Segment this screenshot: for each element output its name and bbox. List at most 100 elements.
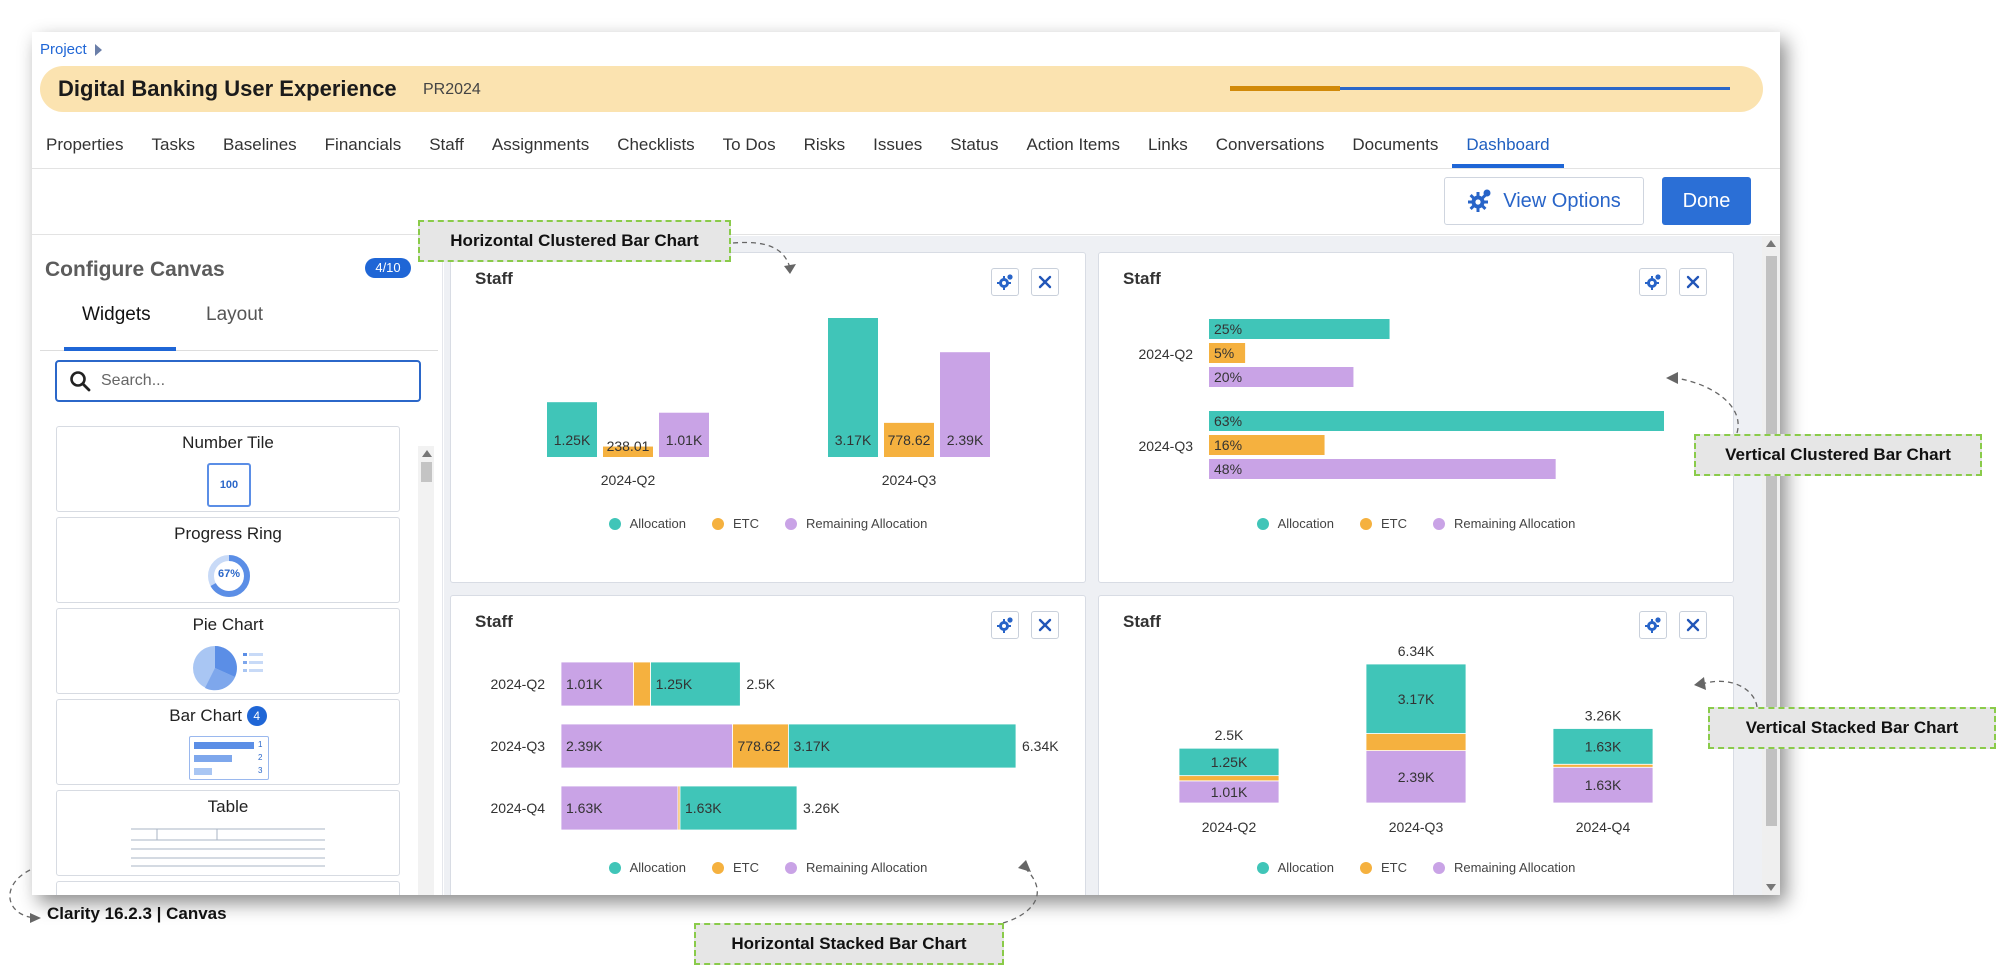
- tab-widgets[interactable]: Widgets: [82, 304, 151, 325]
- widget-progress-ring[interactable]: Progress Ring 67%: [56, 517, 400, 603]
- data-label: 3.17K: [793, 738, 830, 754]
- y-tick-label: 2024-Q2: [491, 676, 546, 692]
- bar-segment[interactable]: [650, 661, 741, 707]
- y-tick-label: 2024-Q2: [1139, 346, 1194, 362]
- x-tick-label: 2024-Q3: [882, 472, 937, 488]
- tab-to-dos[interactable]: To Dos: [722, 135, 776, 154]
- tab-baselines[interactable]: Baselines: [222, 135, 297, 154]
- tab-tasks[interactable]: Tasks: [151, 135, 195, 154]
- done-button[interactable]: Done: [1662, 177, 1751, 225]
- breadcrumb-arrow-icon[interactable]: [94, 43, 102, 56]
- tab-properties[interactable]: Properties: [46, 135, 124, 154]
- bar[interactable]: [603, 446, 653, 457]
- widget-close-button[interactable]: [1031, 611, 1059, 639]
- legend-item[interactable]: Remaining Allocation: [1432, 860, 1575, 875]
- bar-segment[interactable]: [1552, 766, 1654, 804]
- widget-card-horizontal-clustered: Staff 25% 5% 20% 2024-Q2 63% 16% 48% 2024-Q3 Allo…: [1098, 252, 1734, 583]
- widget-list-scrollbar[interactable]: [418, 446, 434, 895]
- arrowhead-icon: [30, 913, 41, 923]
- bar[interactable]: [1209, 435, 1325, 455]
- widget-settings-button[interactable]: [1639, 268, 1667, 296]
- widget-pie-chart[interactable]: Pie Chart: [56, 608, 400, 694]
- bar[interactable]: [828, 318, 878, 457]
- widget-number-tile[interactable]: Number Tile 100: [56, 426, 400, 512]
- bar[interactable]: [547, 402, 597, 457]
- data-label: 25%: [1214, 321, 1242, 337]
- bar-segment[interactable]: [633, 661, 651, 707]
- gear-icon: [1468, 189, 1491, 212]
- bar[interactable]: [1209, 411, 1664, 431]
- pie-chart-preview-icon: [193, 646, 263, 691]
- legend-item[interactable]: Remaining Allocation: [1432, 516, 1575, 531]
- bar[interactable]: [1209, 459, 1556, 479]
- bar-segment[interactable]: [1365, 750, 1467, 804]
- bar-segment[interactable]: [1552, 763, 1654, 768]
- widget-bar-chart[interactable]: Bar Chart 4 1 2 3: [56, 699, 400, 785]
- breadcrumb-project-link[interactable]: Project: [40, 41, 87, 58]
- bar-segment[interactable]: [560, 785, 679, 831]
- legend-label: Allocation: [1277, 516, 1334, 531]
- view-options-button[interactable]: View Options: [1444, 177, 1644, 225]
- widget-settings-button[interactable]: [991, 268, 1019, 296]
- legend-item[interactable]: Remaining Allocation: [784, 516, 927, 531]
- widget-table[interactable]: Table: [56, 790, 400, 876]
- canvas-scrollbar[interactable]: [1762, 236, 1780, 895]
- bar-segment[interactable]: [679, 785, 798, 831]
- tab-links[interactable]: Links: [1148, 135, 1188, 154]
- legend-item[interactable]: ETC: [1359, 860, 1407, 875]
- bar[interactable]: [659, 412, 709, 457]
- widget-next[interactable]: [56, 881, 400, 895]
- widget-close-button[interactable]: [1679, 611, 1707, 639]
- data-label: 63%: [1214, 413, 1242, 429]
- bar-segment[interactable]: [1178, 775, 1280, 782]
- tab-action-items[interactable]: Action Items: [1026, 135, 1121, 154]
- bar[interactable]: [1209, 367, 1354, 387]
- legend-item[interactable]: ETC: [711, 860, 759, 875]
- scroll-down-icon[interactable]: [1766, 884, 1776, 891]
- bar-segment[interactable]: [732, 723, 789, 769]
- legend-item[interactable]: ETC: [711, 516, 759, 531]
- legend-item[interactable]: ETC: [1359, 516, 1407, 531]
- bar-segment[interactable]: [1365, 663, 1467, 734]
- legend-item[interactable]: Allocation: [1256, 516, 1334, 531]
- tab-layout[interactable]: Layout: [206, 304, 264, 325]
- bar-segment[interactable]: [560, 723, 733, 769]
- legend-swatch: [711, 517, 724, 530]
- tab-documents[interactable]: Documents: [1352, 135, 1439, 154]
- scroll-up-icon[interactable]: [1766, 240, 1776, 247]
- bar-segment[interactable]: [560, 661, 634, 707]
- bar[interactable]: [940, 352, 990, 457]
- legend-item[interactable]: Allocation: [1256, 860, 1334, 875]
- widget-close-button[interactable]: [1679, 268, 1707, 296]
- bar[interactable]: [884, 422, 934, 457]
- scroll-up-icon[interactable]: [422, 450, 432, 457]
- widget-close-button[interactable]: [1031, 268, 1059, 296]
- legend-item[interactable]: Allocation: [608, 860, 686, 875]
- tab-status[interactable]: Status: [950, 135, 999, 154]
- search-input[interactable]: [101, 372, 401, 390]
- tab-dashboard[interactable]: Dashboard: [1452, 132, 1564, 168]
- legend-item[interactable]: Remaining Allocation: [784, 860, 927, 875]
- bar-segment[interactable]: [1365, 733, 1467, 751]
- bar-segment[interactable]: [1552, 728, 1654, 765]
- tab-assignments[interactable]: Assignments: [491, 135, 590, 154]
- tab-risks[interactable]: Risks: [803, 135, 846, 154]
- widget-label: Bar Chart 4: [56, 706, 389, 726]
- bar-segment[interactable]: [788, 723, 1017, 769]
- widget-settings-button[interactable]: [991, 611, 1019, 639]
- legend-item[interactable]: Allocation: [608, 516, 686, 531]
- widget-settings-button[interactable]: [1639, 611, 1667, 639]
- y-tick-label: 2024-Q3: [1139, 438, 1194, 454]
- tab-financials[interactable]: Financials: [324, 135, 402, 154]
- tab-conversations[interactable]: Conversations: [1215, 135, 1325, 154]
- scroll-thumb[interactable]: [421, 462, 432, 482]
- tab-staff[interactable]: Staff: [429, 135, 464, 154]
- tab-checklists[interactable]: Checklists: [617, 135, 695, 154]
- tab-issues[interactable]: Issues: [873, 135, 923, 154]
- widget-count-badge: 4/10: [365, 258, 411, 278]
- scroll-thumb[interactable]: [1766, 256, 1777, 826]
- bar-segment[interactable]: [1178, 747, 1280, 777]
- bar[interactable]: [1209, 319, 1390, 339]
- gear-icon: [1645, 617, 1661, 633]
- bar[interactable]: [1209, 343, 1246, 363]
